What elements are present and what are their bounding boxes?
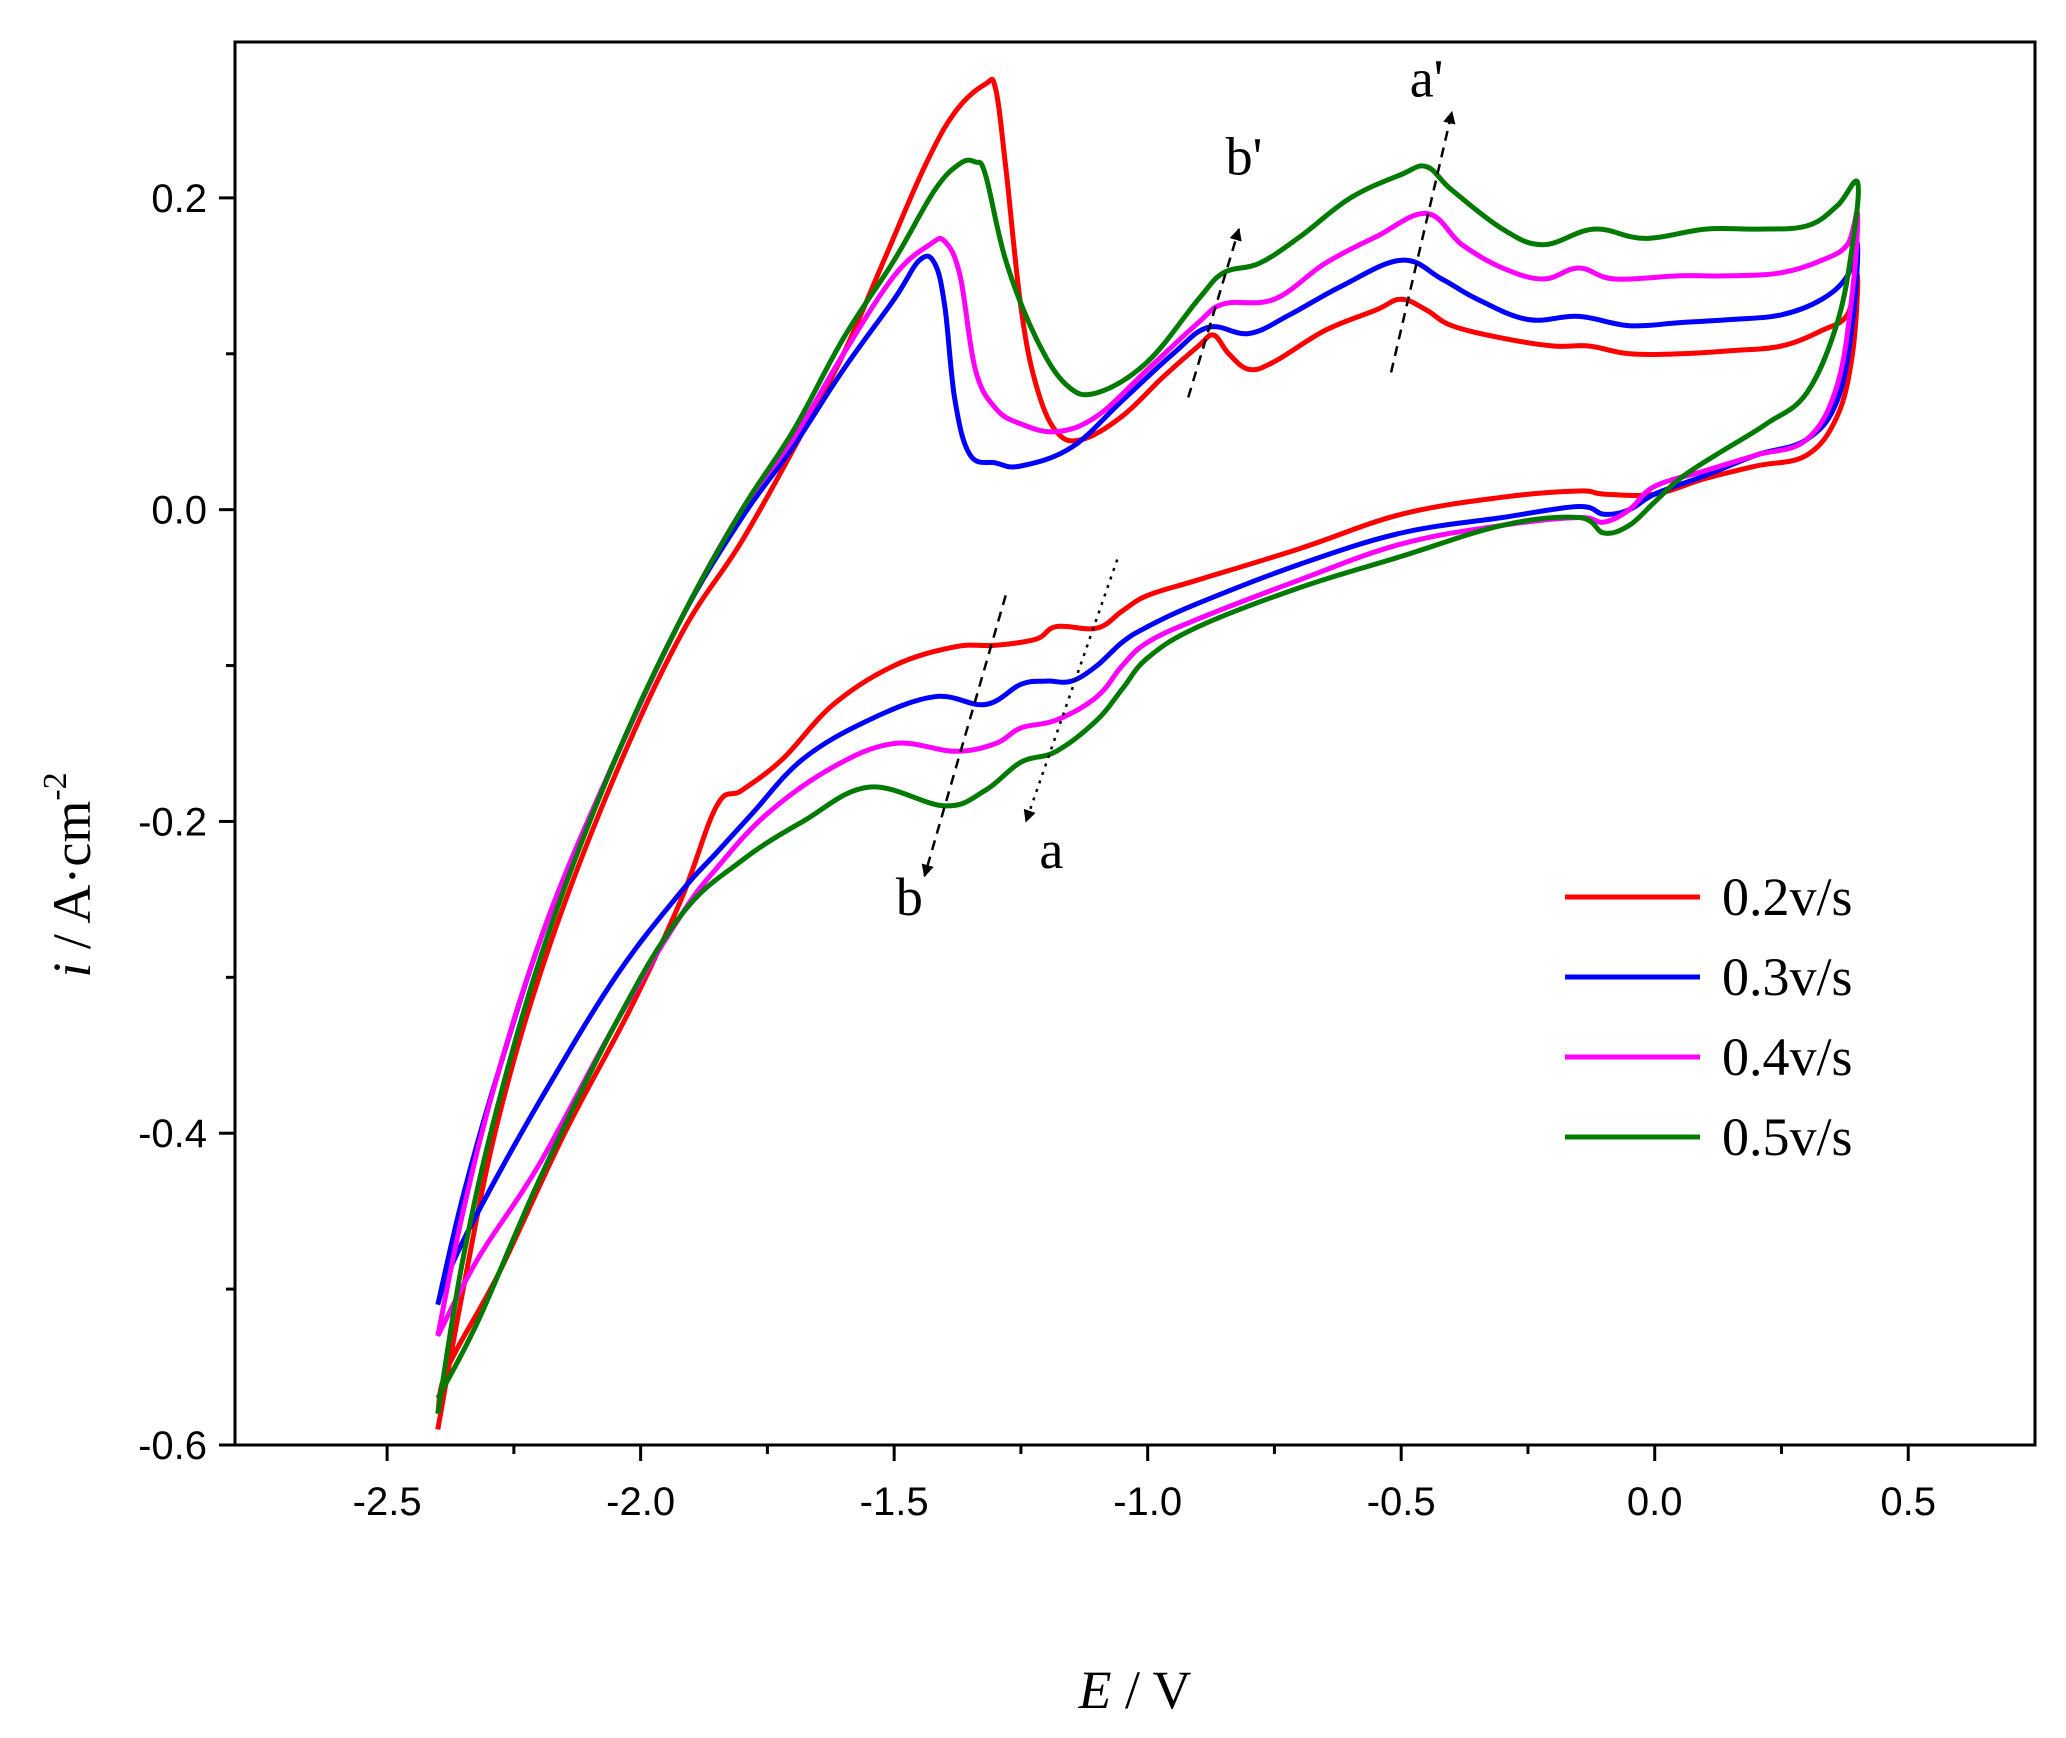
annotation-label: a' <box>1410 49 1444 109</box>
series-line-0-2v-s <box>435 76 1861 1430</box>
x-tick-label: -1.0 <box>1113 1480 1182 1524</box>
annotation-label: b' <box>1226 127 1263 187</box>
x-tick-label: 0.5 <box>1880 1480 1936 1524</box>
y-tick-label: -0.6 <box>138 1424 207 1468</box>
legend-label: 0.2v/s <box>1722 867 1853 927</box>
annotation-label: a <box>1039 820 1063 880</box>
curves <box>435 76 1861 1430</box>
y-tick-label: -0.4 <box>138 1112 207 1156</box>
annotation-arrow <box>1389 110 1456 373</box>
x-tick-label: -0.5 <box>1367 1480 1436 1524</box>
y-axis-title: i / A·cm-2 <box>37 772 102 977</box>
series-line-0-3v-s <box>435 240 1861 1306</box>
x-tick-label: 0.0 <box>1627 1480 1683 1524</box>
annotations: a' b' b a <box>896 49 1456 927</box>
plot-frame <box>233 40 2037 1447</box>
y-tick-label: -0.2 <box>138 800 207 844</box>
legend: 0.2v/s 0.3v/s 0.4v/s 0.5v/s <box>1565 867 1853 1167</box>
series-line-0-4v-s <box>435 209 1861 1338</box>
x-tick-label: -1.5 <box>860 1480 929 1524</box>
annotation-label: b <box>896 867 923 927</box>
plot-border <box>233 40 2037 1447</box>
annotation-arrow <box>1187 227 1242 398</box>
legend-label: 0.4v/s <box>1722 1027 1853 1087</box>
annotation-arrow <box>921 595 1007 878</box>
legend-label: 0.5v/s <box>1722 1107 1853 1167</box>
y-tick-label: 0.2 <box>151 177 207 221</box>
x-tick-label: -2.0 <box>606 1480 675 1524</box>
legend-label: 0.3v/s <box>1722 947 1853 1007</box>
y-tick-label: 0.0 <box>151 489 207 533</box>
x-tick-label: -2.5 <box>353 1480 422 1524</box>
series-line-0-5v-s <box>435 157 1861 1415</box>
x-axis-title: E / V <box>1077 1660 1191 1720</box>
axes: -2.5 -2.0 -1.5 -1.0 -0.5 0.0 0.5 -0.6 -0.4 -0.2 0.… <box>138 177 1936 1524</box>
annotation-arrow <box>1023 559 1119 823</box>
